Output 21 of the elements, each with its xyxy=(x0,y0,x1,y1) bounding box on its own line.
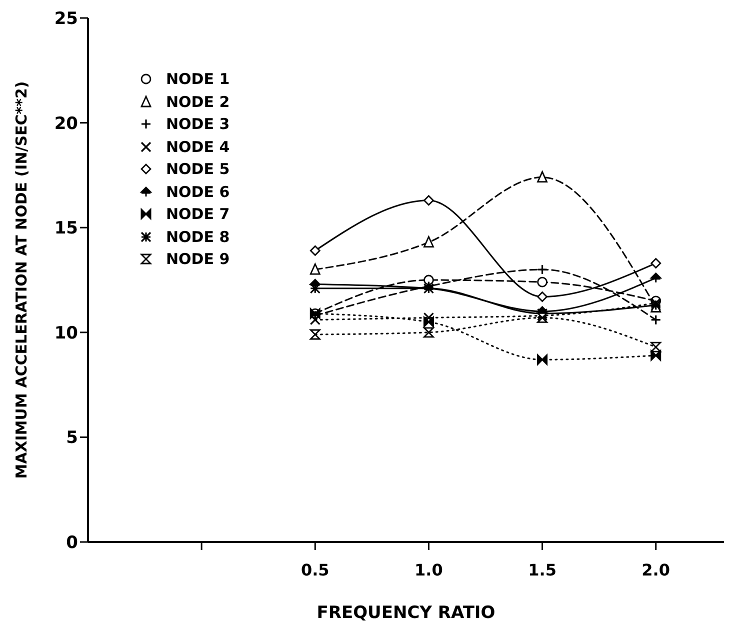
legend-label: NODE 7 xyxy=(166,204,230,225)
y-tick-label: 15 xyxy=(54,218,78,239)
x-tick-label: 0.5 xyxy=(300,560,330,580)
y-tick-label: 20 xyxy=(54,114,78,134)
y-axis-title: MAXIMUM ACCELERATION AT NODE (IN/SEC**2) xyxy=(12,81,30,479)
legend-label: NODE 1 xyxy=(166,69,230,90)
legend-label: NODE 8 xyxy=(166,226,230,248)
y-tick-label: 5 xyxy=(66,428,78,448)
y-tick-label: 25 xyxy=(54,9,78,30)
legend-label: NODE 5 xyxy=(166,159,230,180)
legend-label: NODE 6 xyxy=(166,182,230,202)
x-tick-label: 1.5 xyxy=(528,560,556,580)
y-tick-label: 10 xyxy=(54,323,78,344)
legend-label: NODE 2 xyxy=(166,92,230,112)
x-tick-label: 2.0 xyxy=(642,560,670,580)
legend-label: NODE 3 xyxy=(166,114,230,135)
y-tick-label: 0 xyxy=(66,533,78,554)
legend-label: NODE 9 xyxy=(166,249,230,270)
x-tick-label: 1.0 xyxy=(414,560,443,580)
legend-label: NODE 4 xyxy=(166,136,230,158)
x-axis-title: FREQUENCY RATIO xyxy=(316,603,496,623)
